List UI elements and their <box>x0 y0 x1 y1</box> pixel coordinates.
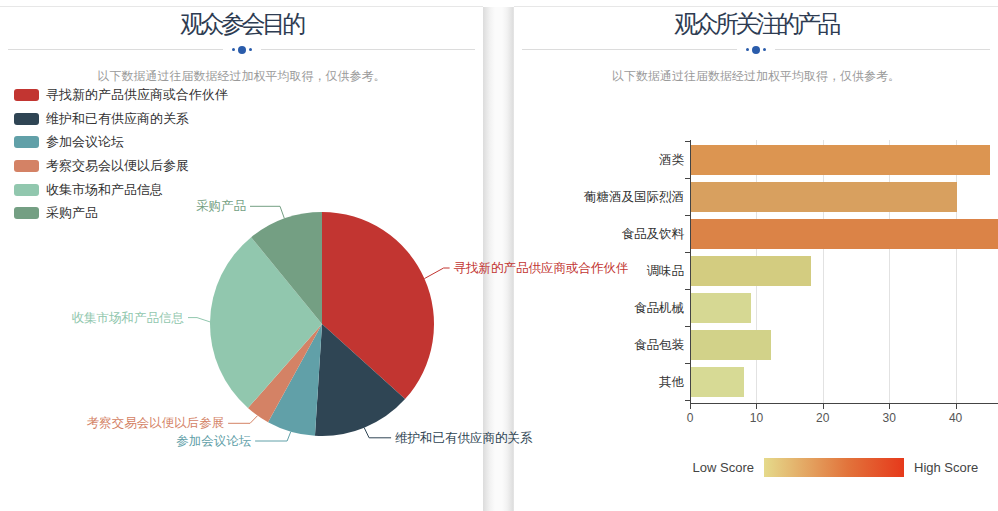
pie-slice-label: 维护和已有供应商的关系 <box>395 429 533 446</box>
x-axis-line <box>690 403 998 404</box>
right-card-top-border <box>514 6 998 7</box>
legend-swatch <box>14 136 39 148</box>
category-label: 其他 <box>514 374 684 391</box>
left-title-divider <box>8 45 475 54</box>
pie-label-line <box>188 318 210 322</box>
x-axis-label: 0 <box>670 411 710 425</box>
visualmap-gradient-bar[interactable] <box>764 458 904 477</box>
legend-item[interactable]: 参加会议论坛 <box>14 136 228 148</box>
visualmap-high-label: High Score <box>914 460 978 475</box>
category-label: 酒类 <box>514 152 684 169</box>
y-axis-tick <box>685 289 690 290</box>
pie-label-line <box>364 428 391 438</box>
y-axis-tick <box>685 215 690 216</box>
pie-slice[interactable] <box>248 324 322 422</box>
legend-label: 寻找新的产品供应商或合作伙伴 <box>46 86 228 104</box>
bar[interactable] <box>691 182 957 212</box>
x-axis-label: 20 <box>803 411 843 425</box>
x-axis-tick <box>889 404 890 409</box>
legend-item[interactable]: 维护和已有供应商的关系 <box>14 113 228 125</box>
legend-item[interactable]: 考察交易会以便以后参展 <box>14 160 228 172</box>
y-axis-tick <box>685 141 690 142</box>
bar[interactable] <box>691 256 811 286</box>
pie-label-line <box>424 268 449 279</box>
legend-label: 采购产品 <box>46 204 98 222</box>
divider-dot-small <box>232 48 235 51</box>
gridline <box>956 140 957 403</box>
y-axis-tick <box>685 363 690 364</box>
category-label: 食品机械 <box>514 300 684 317</box>
gridline <box>823 140 824 403</box>
right-panel-subtitle: 以下数据通过往届数据经过加权平均取得，仅供参考。 <box>514 68 998 85</box>
legend-label: 收集市场和产品信息 <box>46 181 163 199</box>
legend-label: 参加会议论坛 <box>46 133 124 151</box>
legend-swatch <box>14 184 39 196</box>
bar[interactable] <box>691 145 990 175</box>
pie-slice-label: 参加会议论坛 <box>176 433 251 450</box>
x-axis-label: 10 <box>736 411 776 425</box>
divider-line-left <box>8 49 223 50</box>
left-panel-subtitle: 以下数据通过往届数据经过加权平均取得，仅供参考。 <box>0 68 483 85</box>
category-label: 食品包装 <box>514 337 684 354</box>
bar[interactable] <box>691 330 771 360</box>
divider-dot-small <box>746 48 749 51</box>
pie-slice[interactable] <box>210 237 322 408</box>
pie-slice-label: 采购产品 <box>196 198 246 215</box>
panel-products-of-interest: 观众所关注的产品 以下数据通过往届数据经过加权平均取得，仅供参考。 0 10 20 3… <box>514 0 998 511</box>
x-axis-tick <box>756 404 757 409</box>
legend-swatch <box>14 113 39 125</box>
legend-item[interactable]: 收集市场和产品信息 <box>14 184 228 196</box>
bar[interactable] <box>691 219 998 249</box>
pie-slice-label: 考察交易会以便以后参展 <box>87 415 225 432</box>
gridline <box>889 140 890 403</box>
pie-slice-label: 收集市场和产品信息 <box>72 309 185 326</box>
pie-slice[interactable] <box>268 324 322 436</box>
divider-dot-big <box>752 46 760 54</box>
bar[interactable] <box>691 367 744 397</box>
divider-line-left <box>522 49 737 50</box>
legend-item[interactable]: 寻找新的产品供应商或合作伙伴 <box>14 89 228 101</box>
x-axis-label: 30 <box>869 411 909 425</box>
x-axis-tick <box>956 404 957 409</box>
y-axis-tick <box>685 400 690 401</box>
category-label: 食品及饮料 <box>514 226 684 243</box>
y-axis-tick <box>685 178 690 179</box>
x-axis-tick <box>823 404 824 409</box>
pie-slice[interactable] <box>251 212 322 324</box>
pie-slice[interactable] <box>315 324 405 436</box>
visualmap-low-label: Low Score <box>693 460 754 475</box>
legend-swatch <box>14 89 39 101</box>
x-axis-label: 40 <box>936 411 976 425</box>
divider-dot-big <box>238 46 246 54</box>
left-panel-title: 观众参会目的 <box>0 8 483 40</box>
divider-dot-small <box>763 48 766 51</box>
divider-dot-small <box>249 48 252 51</box>
pie-label-line <box>255 432 291 441</box>
pie-label-line <box>250 206 284 218</box>
divider-line-right <box>775 49 990 50</box>
x-axis-tick <box>690 404 691 409</box>
legend-swatch <box>14 207 39 219</box>
bar[interactable] <box>691 293 751 323</box>
y-axis-tick <box>685 326 690 327</box>
pie-label-line <box>228 416 258 424</box>
right-panel-title: 观众所关注的产品 <box>514 8 998 40</box>
panel-attendance-purpose: 观众参会目的 以下数据通过往届数据经过加权平均取得，仅供参考。 寻找新的产品供应… <box>0 0 483 511</box>
right-title-divider <box>522 45 990 54</box>
y-axis-tick <box>685 252 690 253</box>
pie-slice-label: 寻找新的产品供应商或合作伙伴 <box>454 260 629 277</box>
pie-slice[interactable] <box>322 212 434 399</box>
legend-swatch <box>14 160 39 172</box>
category-label: 葡糖酒及国际烈酒 <box>514 189 684 206</box>
left-card-top-border <box>0 6 483 7</box>
legend-label: 考察交易会以便以后参展 <box>46 157 189 175</box>
divider-line-right <box>261 49 476 50</box>
legend-label: 维护和已有供应商的关系 <box>46 110 189 128</box>
